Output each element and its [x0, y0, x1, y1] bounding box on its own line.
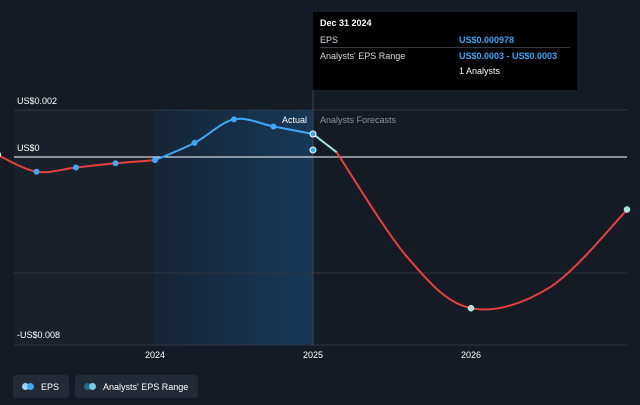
y-tick-label: US$0	[17, 143, 40, 153]
tooltip-row-analysts: 1 Analysts	[320, 63, 570, 78]
legend-range-icon	[84, 383, 97, 390]
tooltip-title: Dec 31 2024	[320, 18, 372, 28]
eps-point	[0, 152, 1, 158]
x-tick-label: 2024	[145, 350, 165, 360]
past-period-shade	[155, 110, 313, 345]
tooltip-value: 1 Analysts	[459, 66, 501, 76]
eps-point	[73, 164, 79, 171]
legend: EPS Analysts' EPS Range	[13, 375, 199, 398]
legend-eps-icon	[22, 383, 35, 390]
eps-point	[33, 168, 40, 175]
tooltip: Dec 31 2024 EPS US$0.000978 Analysts' EP…	[313, 12, 577, 90]
eps-point	[191, 139, 198, 146]
legend-eps-label: EPS	[41, 381, 60, 392]
eps-point	[270, 123, 277, 130]
actual-label: Actual	[282, 115, 307, 125]
forecast-point	[467, 304, 475, 312]
forecast-transition-line	[312, 133, 338, 154]
analyst-range-point	[309, 146, 317, 154]
y-tick-label: -US$0.008	[17, 330, 60, 340]
x-tick-label: 2026	[461, 350, 481, 360]
forecast-line	[335, 151, 629, 311]
legend-range-label: Analysts' EPS Range	[103, 381, 189, 392]
legend-range[interactable]: Analysts' EPS Range	[75, 375, 199, 398]
y-tick-label: US$0.002	[17, 96, 57, 106]
forecast-label: Analysts Forecasts	[320, 115, 397, 125]
legend-eps[interactable]: EPS	[13, 375, 70, 398]
x-tick-label: 2025	[303, 350, 323, 360]
tooltip-value: US$0.000978	[459, 35, 515, 45]
eps-point	[112, 160, 119, 167]
eps-point	[231, 116, 237, 123]
tooltip-row-eps: EPS US$0.000978	[320, 32, 570, 48]
eps-point	[309, 130, 317, 138]
tooltip-row-range: Analysts' EPS Range US$0.0003 - US$0.000…	[320, 48, 570, 63]
eps-point	[152, 157, 158, 164]
pre-history-shade	[14, 110, 155, 345]
tooltip-label	[320, 66, 459, 76]
tooltip-value: US$0.0003 - US$0.0003	[459, 51, 558, 61]
forecast-point	[623, 206, 631, 213]
tooltip-label: Analysts' EPS Range	[320, 51, 406, 61]
tooltip-label: EPS	[320, 35, 339, 45]
